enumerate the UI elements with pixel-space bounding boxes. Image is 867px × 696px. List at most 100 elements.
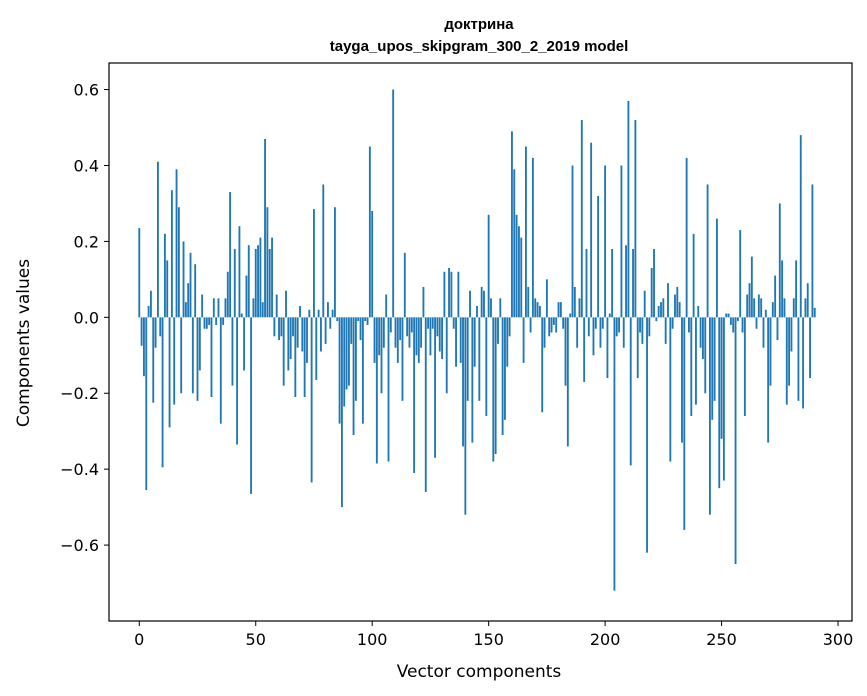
bar-component-156: [501, 317, 504, 435]
bar-component-1: [140, 317, 143, 346]
bar-component-177: [550, 317, 553, 333]
bar-component-52: [259, 237, 262, 318]
bar-component-66: [292, 317, 294, 337]
bar-component-195: [592, 317, 595, 356]
bar-component-65: [289, 317, 292, 360]
bar-component-110: [394, 317, 397, 348]
bar-component-149: [485, 317, 488, 417]
bar-component-49: [252, 298, 255, 318]
bar-component-114: [403, 252, 406, 318]
bar-component-105: [382, 317, 385, 348]
bar-component-246: [711, 317, 714, 420]
bar-component-19: [182, 241, 185, 318]
x-tick-label: 100: [357, 630, 388, 649]
y-tick-label: −0.4: [60, 460, 99, 479]
bar-component-124: [427, 317, 430, 329]
bar-component-214: [636, 317, 639, 379]
bar-component-118: [413, 317, 416, 473]
bar-component-18: [180, 317, 183, 394]
bar-component-147: [480, 286, 483, 318]
bar-component-115: [406, 317, 409, 337]
bar-component-287: [806, 283, 809, 318]
bar-component-288: [809, 317, 811, 379]
bar-component-213: [634, 119, 637, 318]
bar-component-199: [601, 317, 604, 329]
x-tick-label: 50: [246, 630, 266, 649]
bar-component-182: [562, 317, 565, 329]
bar-component-163: [518, 226, 520, 318]
bar-component-32: [212, 298, 215, 318]
bar-component-72: [306, 317, 308, 363]
bar-component-96: [361, 317, 364, 424]
bar-component-62: [282, 317, 285, 386]
bar-component-70: [301, 317, 304, 352]
bar-component-139: [462, 317, 464, 447]
bar-component-99: [368, 146, 371, 318]
bar-component-272: [771, 302, 774, 318]
bar-component-228: [669, 317, 672, 462]
y-tick-label: −0.6: [60, 536, 99, 555]
bar-component-0: [138, 228, 141, 318]
bar-component-135: [452, 317, 455, 329]
bar-component-145: [476, 305, 478, 318]
bar-component-268: [762, 317, 765, 348]
bar-component-37: [224, 298, 227, 318]
bar-component-196: [594, 317, 597, 329]
y-tick-label: 0.2: [74, 232, 99, 251]
bar-component-243: [704, 317, 707, 394]
bar-component-148: [483, 290, 485, 318]
bar-component-259: [741, 317, 744, 333]
bar-component-80: [324, 317, 327, 344]
bar-component-113: [401, 317, 404, 401]
bar-component-173: [541, 317, 544, 413]
bar-component-229: [671, 317, 674, 329]
bar-component-277: [783, 298, 786, 318]
bar-component-205: [615, 317, 618, 337]
bar-component-249: [718, 317, 721, 489]
bar-component-29: [205, 317, 208, 329]
x-axis-label: Vector components: [397, 662, 562, 682]
bar-component-257: [736, 317, 739, 322]
bar-component-13: [168, 317, 171, 428]
bar-component-127: [434, 317, 437, 458]
bar-component-239: [695, 317, 697, 405]
bar-component-201: [606, 317, 609, 379]
bar-component-154: [497, 317, 499, 344]
bar-component-137: [457, 271, 460, 318]
bar-component-245: [708, 317, 711, 515]
axes: 0 50 100 150 200 250 300 −0.6 −0.4 −0.2 0.0 0.2 0.4 0…: [60, 62, 853, 649]
bar-component-242: [702, 317, 704, 360]
bar-component-64: [287, 317, 290, 371]
bar-component-4: [147, 305, 150, 318]
bar-component-216: [641, 317, 644, 344]
bar-component-233: [681, 317, 683, 443]
bar-component-98: [366, 317, 369, 325]
bar-component-254: [729, 317, 732, 325]
bar-component-126: [431, 317, 434, 329]
bar-component-9: [159, 317, 162, 337]
bar-component-138: [459, 317, 462, 363]
chart-title-line2: tayga_upos_skipgram_300_2_2019 model: [330, 38, 629, 55]
bar-component-92: [352, 317, 355, 435]
bar-component-109: [392, 89, 395, 318]
bar-component-204: [613, 317, 616, 591]
bar-component-50: [254, 249, 257, 318]
bar-component-24: [194, 264, 197, 318]
bar-component-75: [313, 209, 315, 318]
bar-component-261: [746, 294, 749, 318]
bar-component-165: [522, 317, 525, 363]
bar-component-262: [748, 283, 751, 318]
bar-component-210: [627, 100, 630, 318]
bar-component-100: [371, 211, 374, 318]
bar-component-34: [217, 298, 220, 318]
bar-component-8: [156, 161, 159, 318]
bar-component-23: [191, 317, 194, 394]
bar-component-236: [688, 317, 690, 333]
y-tick-label: −0.2: [60, 384, 99, 403]
bar-component-174: [543, 317, 546, 348]
bar-component-168: [529, 317, 532, 333]
bar-component-11: [163, 233, 166, 318]
bar-component-17: [177, 207, 180, 318]
bar-component-79: [322, 184, 325, 318]
bar-component-264: [753, 298, 756, 318]
